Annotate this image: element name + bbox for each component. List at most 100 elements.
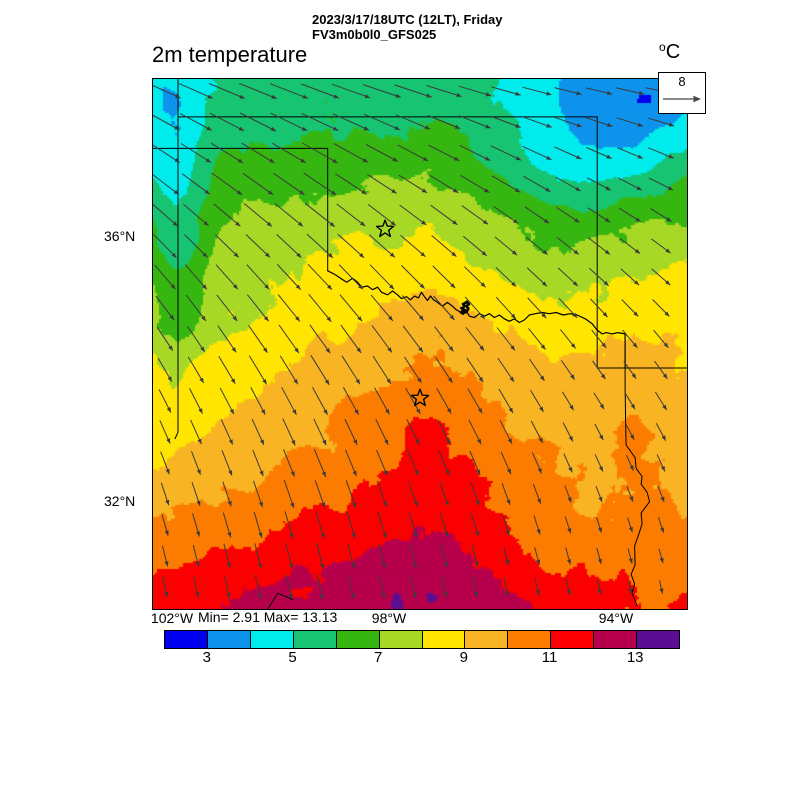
map-overlay — [153, 79, 687, 609]
colorbar-swatch — [551, 631, 595, 648]
wind-vector-head — [171, 252, 177, 258]
wind-vector-head — [169, 314, 175, 321]
wind-vector-head — [350, 593, 355, 599]
wind-vector-head — [351, 563, 356, 569]
wind-vector-head — [195, 592, 200, 598]
wind-vector — [522, 116, 552, 128]
wind-vector-head — [319, 594, 324, 600]
wind-vector-head — [413, 531, 418, 538]
wind-vector-head — [482, 219, 489, 225]
wind-vector — [313, 448, 327, 478]
wind-vector-head — [174, 125, 180, 130]
wind-vector-head — [172, 221, 178, 227]
wind-vector-head — [541, 313, 547, 319]
wind-vector-head — [168, 345, 173, 351]
wind-vector-head — [604, 217, 611, 223]
wind-vector-head — [294, 347, 299, 353]
wind-vector — [491, 86, 521, 96]
wind-vector-head — [205, 158, 211, 163]
wind-vector-head — [475, 500, 480, 506]
wind-vector-head — [480, 314, 485, 320]
arrow-right-icon — [663, 95, 701, 103]
wind-vector — [400, 234, 426, 258]
wind-vector — [338, 264, 364, 290]
wind-vector-head — [269, 158, 275, 163]
wind-vector — [368, 234, 396, 258]
wind-vector — [333, 143, 369, 163]
wind-vector — [428, 144, 460, 162]
wind-vector-head — [480, 282, 486, 288]
wind-vector-head — [228, 439, 233, 445]
wind-vector — [427, 114, 461, 130]
wind-vector-head — [451, 251, 457, 257]
colorbar-tick: 13 — [626, 649, 644, 666]
wind-vector — [401, 295, 425, 321]
wind-vector — [336, 203, 366, 227]
wind-vector-head — [637, 122, 644, 127]
wind-vector-head — [301, 126, 308, 131]
wind-vector — [279, 355, 299, 385]
wind-vector-head — [201, 315, 206, 321]
wind-vector-head — [452, 220, 458, 225]
wind-vector-head — [233, 284, 238, 290]
wind-vector-head — [325, 348, 331, 354]
wind-vector-head — [659, 588, 664, 594]
wind-vector-head — [389, 252, 395, 258]
wind-vector-head — [629, 465, 634, 471]
colorbar-tick: 5 — [288, 649, 297, 666]
wind-vector-head — [258, 501, 263, 508]
colorbar-swatch — [293, 631, 337, 648]
wind-vector-head — [203, 221, 209, 226]
wind-vector-head — [382, 532, 387, 539]
wind-vector-head — [422, 156, 429, 161]
wind-vector-head — [598, 496, 603, 502]
wind-vector-head — [207, 94, 213, 99]
colorbar-swatch — [165, 631, 208, 648]
wind-vector-head — [289, 563, 294, 569]
wind-vector — [153, 174, 180, 195]
wind-vector — [274, 203, 304, 227]
wind-vector-head — [238, 126, 245, 131]
wind-vector — [337, 233, 365, 259]
wind-vector — [246, 264, 270, 290]
wind-vector-head — [420, 252, 426, 257]
wind-vector — [429, 174, 459, 194]
wind-vector — [461, 205, 489, 225]
wind-vector-head — [569, 405, 574, 411]
wind-vector-head — [239, 94, 245, 99]
wind-vector — [308, 293, 332, 323]
wind-vector-head — [447, 377, 453, 383]
colorbar-swatch — [250, 631, 294, 648]
wind-vector — [310, 354, 330, 386]
wind-vector-head — [449, 314, 455, 320]
wind-vector-head — [296, 252, 302, 258]
wind-vector — [402, 325, 424, 353]
wind-vector — [270, 112, 308, 132]
wind-vector — [179, 113, 213, 131]
wind-vector — [374, 387, 390, 415]
wind-vector-head — [233, 252, 239, 258]
wind-vector-head — [387, 347, 392, 353]
wind-vector-head — [424, 125, 431, 130]
wind-vector-head — [263, 347, 268, 353]
wind-vector-head — [511, 281, 517, 287]
wind-vector — [153, 144, 180, 164]
wind-vector-head — [331, 190, 337, 196]
wind-vector-head — [665, 280, 671, 286]
wind-vector-head — [539, 406, 544, 412]
wind-vector-head — [351, 532, 356, 539]
wind-vector-head — [567, 559, 571, 565]
wind-vector-head — [508, 407, 513, 413]
wind-vector-head — [353, 439, 358, 445]
wind-vector-head — [381, 592, 386, 599]
state-border-nm-co — [153, 79, 179, 149]
latitude-axis-label: 32°N — [104, 493, 136, 509]
wind-vector — [371, 325, 393, 353]
wind-vector — [302, 142, 338, 164]
wind-vector-head — [634, 248, 641, 254]
wind-vector-head — [570, 374, 575, 380]
wind-vector-head — [293, 379, 298, 385]
wind-vector — [248, 355, 268, 385]
wind-vector-head — [662, 404, 667, 411]
wind-vector-head — [383, 501, 387, 508]
